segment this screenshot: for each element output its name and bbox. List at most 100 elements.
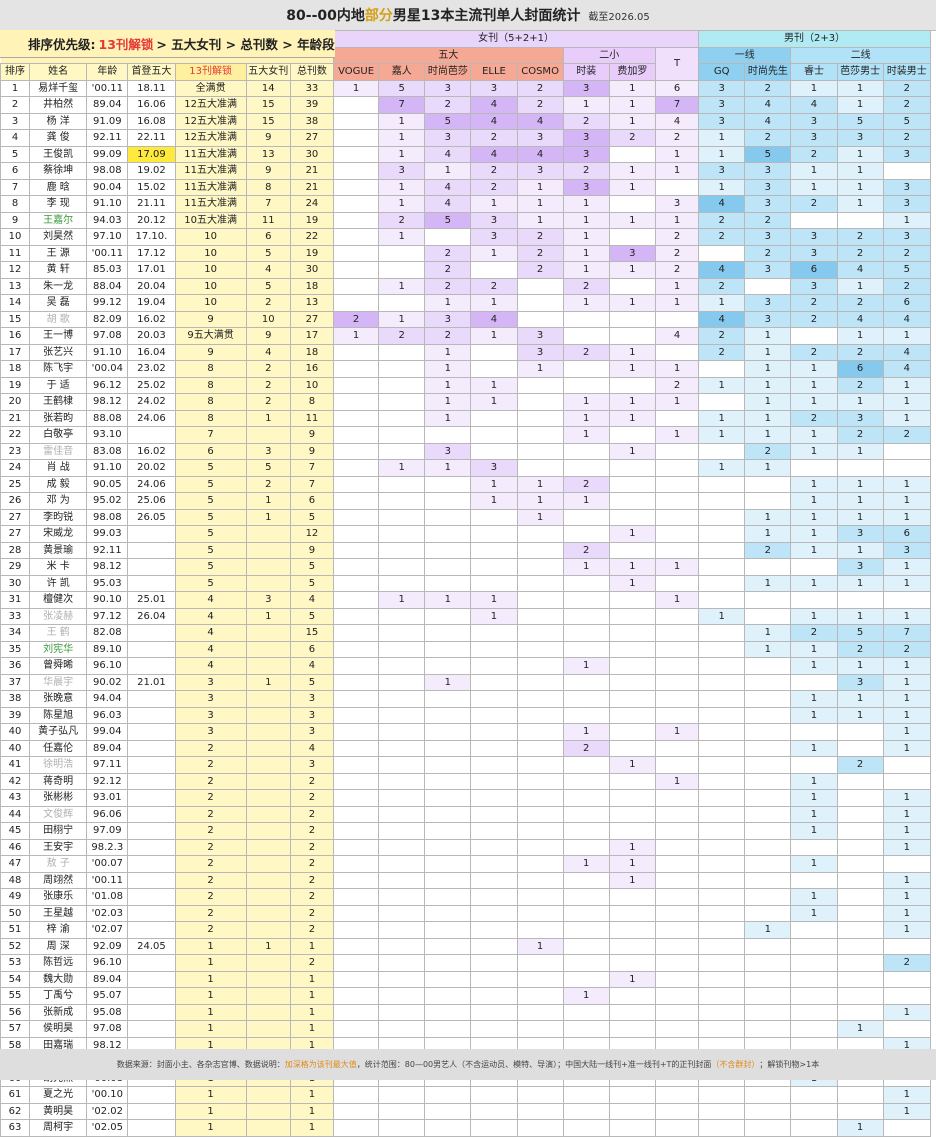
table-cell: 2	[516, 228, 564, 246]
table-cell: 2	[790, 624, 838, 642]
table-cell: 1	[289, 970, 335, 988]
artist-name: 陈星旭	[29, 706, 88, 724]
table-cell: 1	[378, 112, 426, 130]
table-cell: 1	[424, 376, 472, 394]
table-cell: 1	[836, 492, 884, 510]
table-cell	[127, 822, 176, 840]
table-row: 39 陈星旭 96.03 3 3 1 1 1	[0, 706, 932, 724]
table-cell	[127, 805, 176, 823]
table-cell: 1	[562, 426, 610, 444]
table-cell: 2	[245, 393, 291, 411]
table-cell: 1	[378, 277, 426, 295]
table-cell: 16.08	[127, 112, 176, 130]
table-cell: 90.05	[86, 475, 129, 493]
table-cell: 1	[174, 1102, 247, 1120]
table-cell	[516, 541, 564, 559]
artist-name: 周 深	[29, 937, 88, 955]
table-cell: 93.01	[86, 789, 129, 807]
table-row: 56 张新成 95.08 1 1 1	[0, 1003, 932, 1021]
artist-name: 易烊千玺	[29, 79, 88, 97]
table-cell: 89.10	[86, 640, 129, 658]
table-cell	[744, 1003, 792, 1021]
table-cell	[698, 871, 746, 889]
table-cell	[562, 607, 610, 625]
table-cell	[654, 756, 700, 774]
table-cell: 15	[245, 96, 291, 114]
table-cell: 2	[654, 228, 700, 246]
table-cell: 82.09	[86, 310, 129, 328]
table-cell	[654, 459, 700, 477]
table-cell: 55	[0, 987, 31, 1005]
table-cell: 5	[882, 261, 932, 279]
table-cell: 40	[0, 739, 31, 757]
table-cell	[562, 789, 610, 807]
table-cell: 2	[424, 96, 472, 114]
table-cell: 1	[790, 607, 838, 625]
table-cell: 5	[289, 508, 335, 526]
table-cell: 1	[790, 541, 838, 559]
table-cell: 1	[608, 360, 656, 378]
table-cell: 24.06	[127, 475, 176, 493]
table-cell	[698, 640, 746, 658]
table-cell: 6	[882, 294, 932, 312]
table-cell: 2	[289, 805, 335, 823]
table-cell: 5	[424, 112, 472, 130]
table-cell	[608, 673, 656, 691]
table-cell	[516, 310, 564, 328]
title-text-pre: 80--00内地	[286, 8, 365, 24]
table-cell: 1	[744, 574, 792, 592]
table-cell	[608, 624, 656, 642]
table-cell	[127, 624, 176, 642]
table-cell: 96.03	[86, 706, 129, 724]
table-cell: 2	[882, 244, 932, 262]
table-cell	[333, 558, 380, 576]
table-cell	[245, 855, 291, 873]
table-cell: 5	[744, 145, 792, 163]
table-cell: '02.03	[86, 904, 129, 922]
table-cell	[378, 624, 426, 642]
table-cell	[608, 987, 656, 1005]
table-cell: 3	[174, 690, 247, 708]
table-cell	[470, 657, 518, 675]
artist-name: 张艺兴	[29, 343, 88, 361]
table-cell: 1	[608, 442, 656, 460]
table-cell	[790, 1020, 838, 1038]
table-cell: 1	[562, 657, 610, 675]
table-cell: 3	[424, 129, 472, 147]
table-cell	[836, 739, 884, 757]
table-cell: 2	[562, 475, 610, 493]
table-cell: 4	[470, 112, 518, 130]
table-cell: 15	[0, 310, 31, 328]
table-cell: 29	[0, 558, 31, 576]
table-cell	[378, 987, 426, 1005]
table-cell: 1	[424, 673, 472, 691]
footer-rule: ；解锁刊物>1本	[759, 1060, 820, 1069]
table-cell	[333, 904, 380, 922]
artist-name: 成 毅	[29, 475, 88, 493]
table-cell	[516, 673, 564, 691]
table-cell	[698, 657, 746, 675]
table-cell: 1	[654, 558, 700, 576]
column-header-14: 费加罗	[608, 63, 656, 81]
table-cell: 3	[378, 162, 426, 180]
table-cell	[333, 277, 380, 295]
table-row: 26 邓 为 95.02 25.06 5 1 6 1 1 1 1 1 1	[0, 492, 932, 510]
table-row: 6 蔡徐坤 98.08 19.02 11五大准满 9 21 3 1 2 3 2 1 1 3 3 1 1	[0, 162, 932, 180]
table-cell: 1	[470, 244, 518, 262]
table-cell: 17.01	[127, 261, 176, 279]
table-cell	[516, 657, 564, 675]
table-cell: 2	[562, 277, 610, 295]
table-cell: 26	[0, 492, 31, 510]
table-cell: 1	[562, 294, 610, 312]
table-cell: 34	[0, 624, 31, 642]
table-cell: 2	[562, 343, 610, 361]
group-five: 五大	[333, 46, 564, 64]
table-cell: 13	[245, 145, 291, 163]
table-cell	[698, 921, 746, 939]
table-cell	[127, 871, 176, 889]
table-cell: 1	[790, 706, 838, 724]
table-cell	[470, 888, 518, 906]
table-cell	[333, 937, 380, 955]
table-cell: 88.04	[86, 277, 129, 295]
